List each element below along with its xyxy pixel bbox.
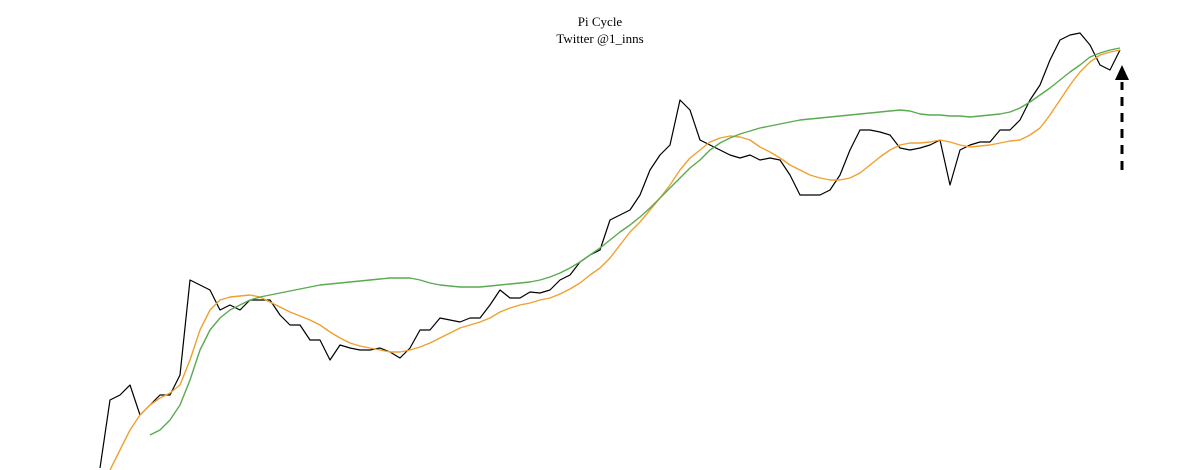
plot-area <box>99 32 1121 470</box>
arrow-head <box>1115 65 1129 80</box>
chart-title: Pi Cycle <box>578 14 623 29</box>
series-line <box>99 32 1121 469</box>
series-line <box>109 49 1121 470</box>
chart-subtitle: Twitter @1_inns <box>556 31 643 46</box>
series-line <box>149 47 1121 436</box>
